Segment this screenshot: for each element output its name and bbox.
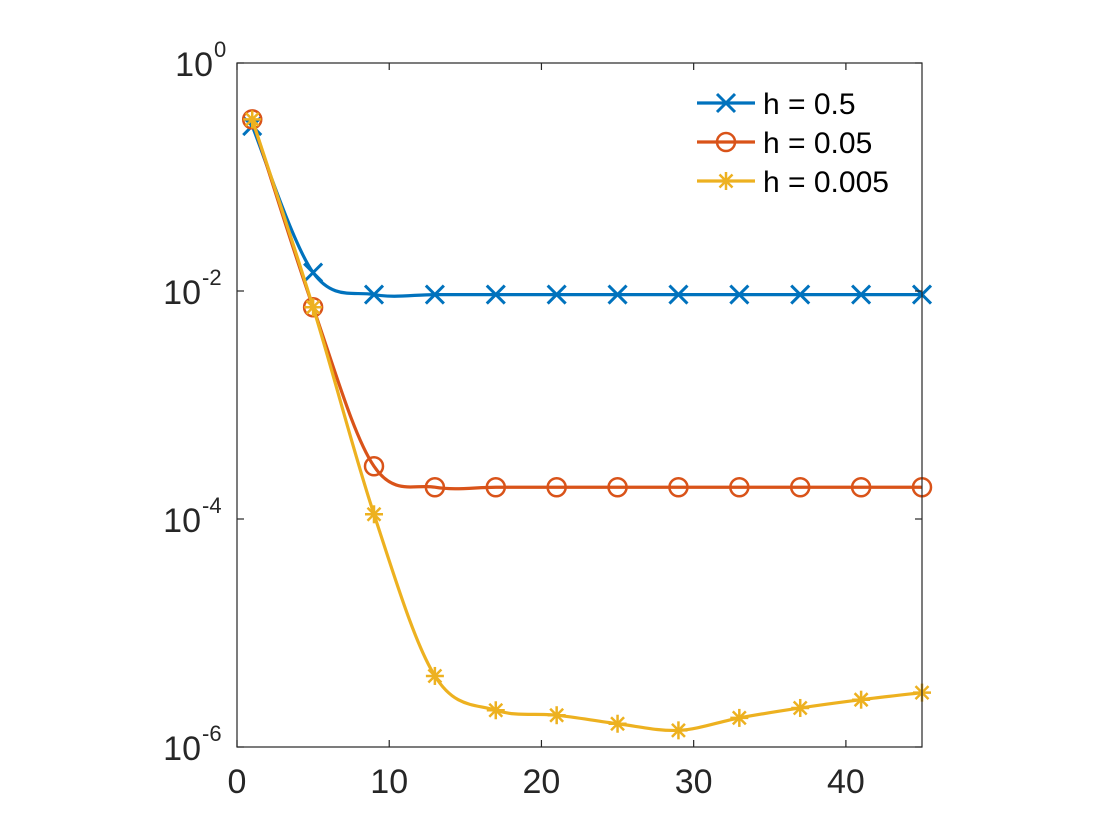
marker-stroke [607, 284, 628, 305]
marker-stroke [718, 173, 734, 189]
x-tick-label: 30 [675, 763, 713, 801]
axes-box [236, 62, 923, 748]
marker-stroke [668, 284, 689, 305]
plot-area [237, 63, 922, 747]
data-point [850, 476, 872, 498]
marker-stroke [731, 710, 747, 726]
marker-stroke [363, 284, 385, 305]
data-point [486, 701, 505, 720]
legend-entry: h = 0.5 [697, 88, 856, 121]
data-point [790, 284, 811, 305]
data-point [730, 708, 749, 727]
data-point [607, 476, 628, 498]
data-point [669, 721, 688, 740]
y-tick-label-exponent: 0 [214, 37, 226, 62]
x-tick-label: 20 [523, 763, 561, 801]
legend: h = 0.5 h = 0.05 h = 0.005 [697, 88, 889, 199]
data-point [243, 110, 262, 129]
legend-label: h = 0.5 [763, 88, 856, 121]
legend-marker [715, 131, 737, 153]
marker-stroke [715, 92, 737, 114]
data-point [851, 284, 872, 305]
marker-stroke [244, 112, 260, 127]
y-tick-label-base: 10 [163, 730, 201, 768]
legend-marker [715, 92, 737, 114]
data-point [546, 476, 567, 498]
marker-stroke [485, 284, 506, 305]
marker-stroke [424, 284, 445, 305]
marker-stroke [546, 284, 567, 305]
legend-marker [717, 172, 735, 190]
data-point [789, 476, 811, 498]
data-point [363, 284, 385, 305]
marker-stroke [853, 692, 869, 708]
y-tick-label-base: 10 [163, 274, 201, 312]
marker-stroke [488, 702, 504, 718]
series-3 [243, 110, 931, 740]
data-point [304, 298, 323, 317]
y-tick-label-exponent: -6 [202, 721, 222, 746]
marker-stroke [790, 284, 811, 305]
data-point [608, 714, 627, 733]
data-point [425, 666, 444, 685]
marker-stroke [729, 284, 750, 305]
marker-stroke [305, 299, 321, 315]
data-point [303, 262, 324, 283]
marker-stroke [610, 716, 625, 732]
series-layer [241, 109, 933, 740]
y-tick-label-exponent: -2 [202, 265, 222, 290]
data-point [485, 284, 506, 305]
data-point [607, 284, 628, 305]
data-point [365, 505, 383, 524]
marker-stroke [851, 284, 872, 305]
data-point [424, 284, 445, 305]
data-point [668, 476, 689, 498]
legend-entry: h = 0.005 [697, 166, 889, 199]
data-point [547, 706, 566, 725]
y-tick-label-base: 10 [163, 502, 201, 540]
data-point [424, 476, 446, 498]
marker-stroke [792, 700, 808, 716]
data-point [729, 476, 750, 498]
data-point [363, 456, 385, 477]
data-point [546, 284, 567, 305]
legend-entry: h = 0.05 [697, 127, 872, 160]
x-axis: 0 10 20 30 40 [228, 63, 865, 801]
data-point [485, 476, 507, 498]
marker-stroke [303, 262, 324, 283]
y-tick-label-exponent: -4 [202, 493, 222, 518]
series-1 [242, 115, 933, 305]
data-point [668, 284, 689, 305]
data-point [791, 698, 810, 717]
x-tick-label: 10 [370, 763, 408, 801]
legend-label: h = 0.005 [763, 166, 889, 199]
x-tick-label: 40 [827, 763, 865, 801]
data-point [729, 284, 750, 305]
marker-stroke [671, 722, 686, 738]
marker-stroke [427, 668, 443, 684]
x-tick-label: 0 [228, 763, 247, 801]
y-tick-label-base: 10 [175, 46, 213, 84]
data-point [852, 690, 871, 709]
marker-stroke [366, 506, 382, 522]
marker-stroke [549, 707, 565, 723]
legend-label: h = 0.05 [763, 127, 872, 160]
